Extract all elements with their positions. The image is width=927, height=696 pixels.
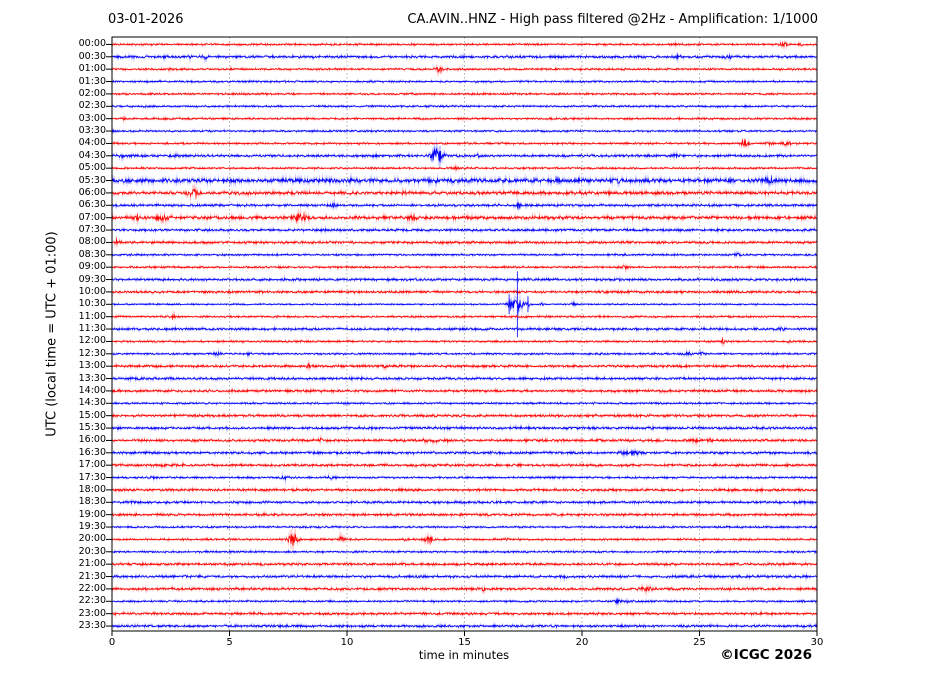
y-tick-label: 21:00 (78, 558, 106, 570)
y-tick-label: 04:30 (78, 149, 106, 161)
y-tick-label: 13:30 (78, 372, 106, 384)
y-tick-label: 04:00 (78, 137, 106, 149)
y-tick-label: 05:30 (78, 174, 106, 186)
y-tick-label: 10:30 (78, 298, 106, 310)
x-tick-label: 0 (108, 637, 116, 648)
y-tick-label: 12:30 (78, 347, 106, 359)
y-tick-label: 22:00 (78, 582, 106, 594)
y-tick-label: 07:30 (78, 224, 106, 236)
y-tick-label: 18:00 (78, 483, 106, 495)
y-tick-label: 19:30 (78, 521, 106, 533)
x-tick-label: 10 (340, 637, 354, 648)
y-tick-label: 17:30 (78, 471, 106, 483)
y-tick-label: 23:00 (78, 607, 106, 619)
x-tick-label: 5 (226, 637, 233, 648)
y-tick-label: 16:00 (78, 434, 106, 446)
y-tick-label: 16:30 (78, 446, 106, 458)
x-axis-label: time in minutes (418, 648, 510, 662)
y-tick-label: 13:00 (78, 360, 106, 372)
y-tick-label: 22:30 (78, 595, 106, 607)
y-tick-label: 12:00 (78, 335, 106, 347)
y-tick-label: 08:30 (78, 248, 106, 260)
y-tick-label: 01:00 (78, 63, 106, 75)
x-tick-label: 30 (810, 637, 824, 648)
y-tick-label: 01:30 (78, 75, 106, 87)
y-tick-label: 15:30 (78, 422, 106, 434)
y-tick-label: 03:00 (78, 112, 106, 124)
y-tick-label: 09:30 (78, 273, 106, 285)
y-tick-label: 00:00 (78, 38, 106, 50)
copyright-label: ©ICGC 2026 (720, 647, 812, 663)
y-tick-label: 02:00 (78, 87, 106, 99)
y-tick-label: 20:30 (78, 545, 106, 557)
x-tick-label: 25 (693, 637, 706, 648)
y-tick-label: 15:00 (78, 409, 106, 421)
y-tick-label: 11:00 (78, 310, 106, 322)
y-tick-label: 14:30 (78, 397, 106, 409)
y-tick-label: 08:00 (78, 236, 106, 248)
y-tick-label: 19:00 (78, 508, 106, 520)
y-tick-label: 00:30 (78, 50, 106, 62)
y-tick-label: 20:00 (78, 533, 106, 545)
y-tick-label: 03:30 (78, 125, 106, 137)
y-tick-label: 11:30 (78, 323, 106, 335)
y-tick-label: 06:30 (78, 199, 106, 211)
y-tick-label: 10:00 (78, 285, 106, 297)
y-tick-label: 05:00 (78, 162, 106, 174)
y-tick-label: 14:00 (78, 384, 106, 396)
y-tick-label: 06:00 (78, 186, 106, 198)
y-tick-label: 17:00 (78, 459, 106, 471)
y-tick-label: 21:30 (78, 570, 106, 582)
x-tick-label: 20 (575, 637, 589, 648)
y-tick-label: 18:30 (78, 496, 106, 508)
y-tick-label: 09:00 (78, 261, 106, 273)
x-tick-label: 15 (458, 637, 471, 648)
y-tick-label: 02:30 (78, 100, 106, 112)
y-tick-label: 23:30 (78, 620, 106, 632)
y-tick-label: 07:00 (78, 211, 106, 223)
